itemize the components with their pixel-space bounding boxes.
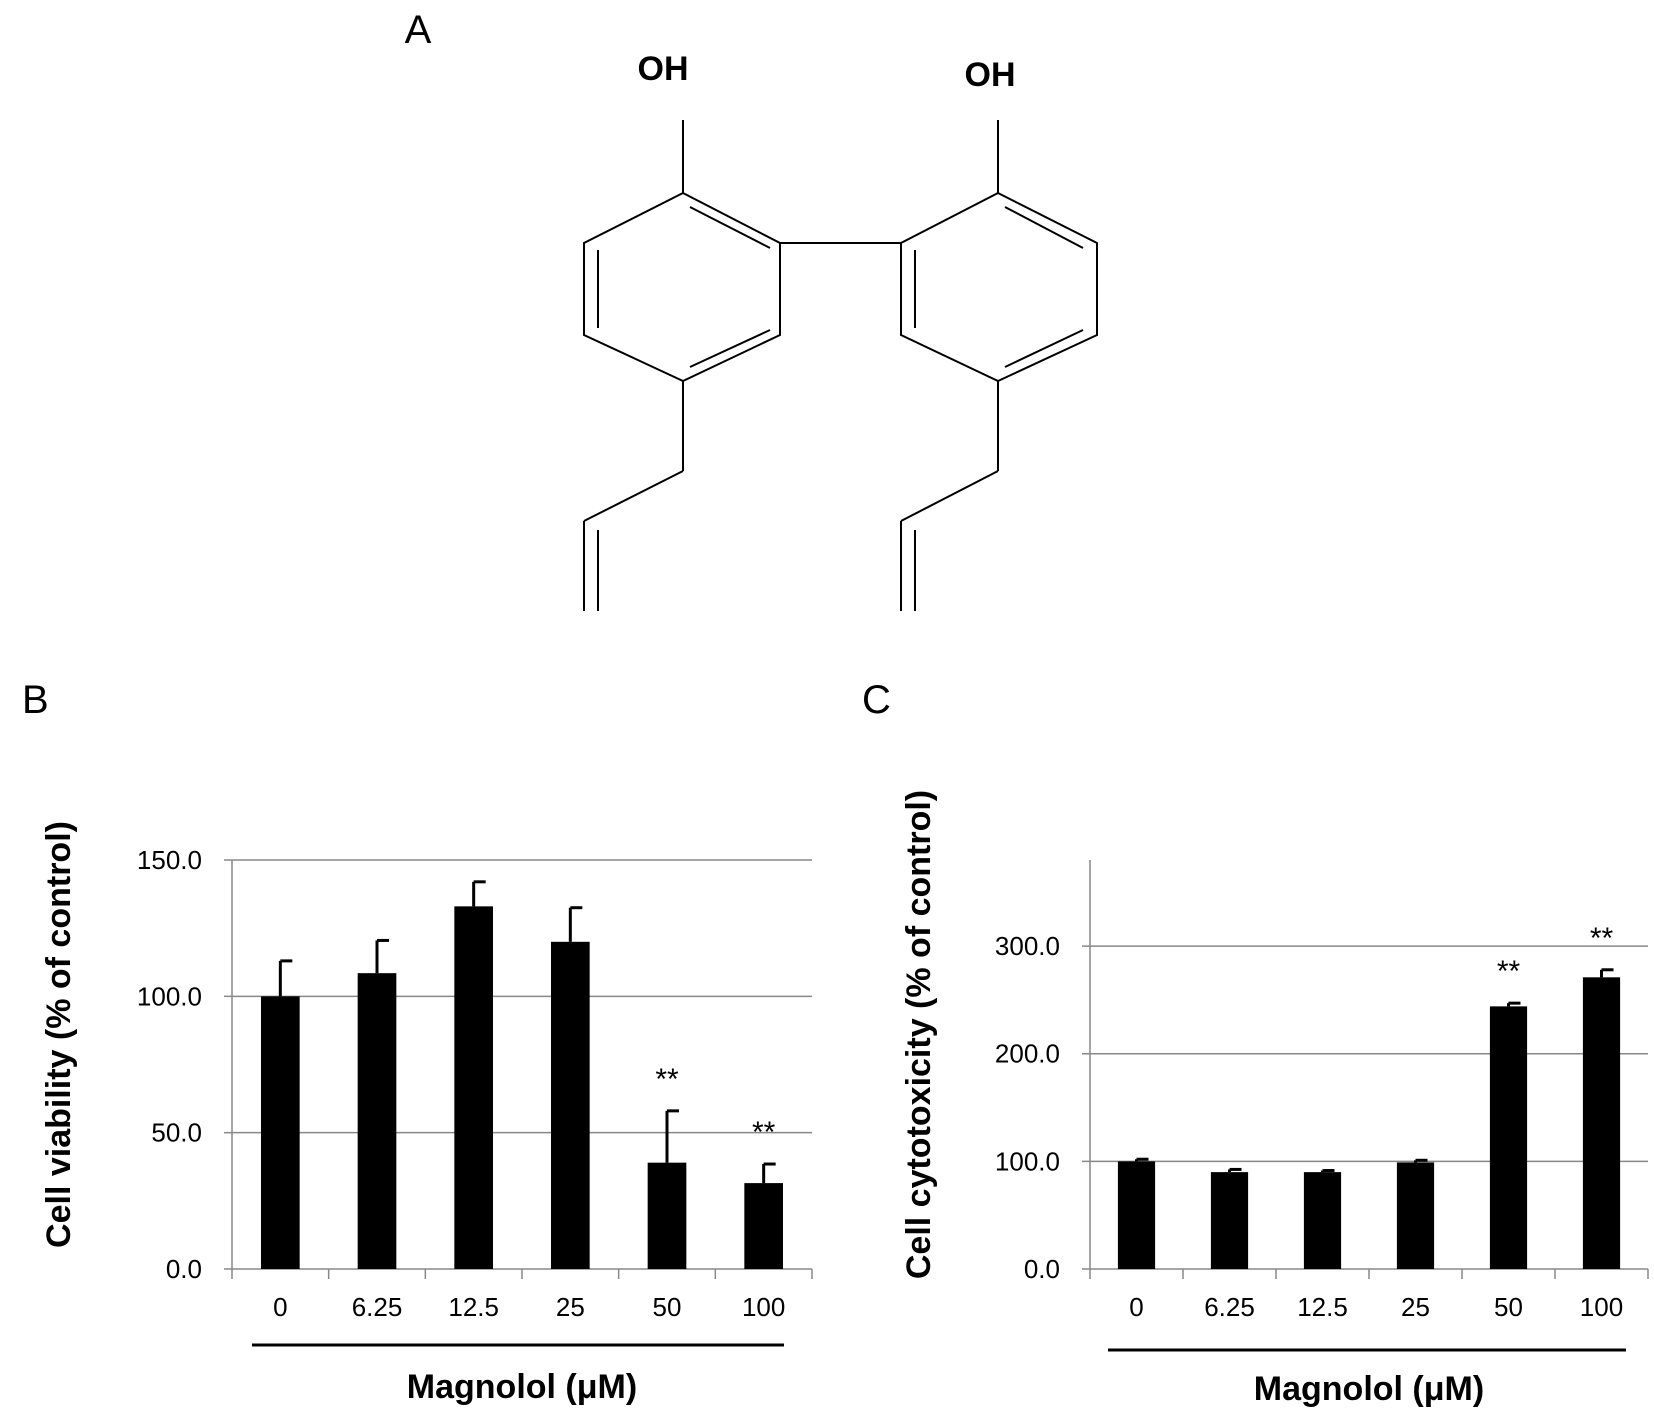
y-tick-label: 0.0 <box>166 1254 202 1284</box>
bar <box>261 996 300 1269</box>
y-tick-label: 200.0 <box>995 1039 1060 1069</box>
y-tick-label: 150.0 <box>137 845 202 875</box>
x-tick-label: 100 <box>742 1292 785 1322</box>
bar <box>1396 1162 1435 1269</box>
x-tick-label: 12.5 <box>1297 1292 1348 1322</box>
panel-c-chart: C 0.0 100.0 200.0 300.0 0 6.25 12.5 25 50 ** 100 **… <box>862 678 1649 1408</box>
bar <box>551 941 590 1269</box>
x-tick-label: 100 <box>1580 1292 1623 1322</box>
x-tick-label: 6.25 <box>352 1292 403 1322</box>
x-tick-label: 25 <box>1401 1292 1430 1322</box>
panel-letter-a: A <box>405 8 432 52</box>
bar <box>1117 1161 1156 1269</box>
y-tick-label: 100.0 <box>995 1146 1060 1176</box>
significance-label: ** <box>752 1116 776 1149</box>
y-tick-label: 50.0 <box>151 1118 202 1148</box>
y-tick-label: 100.0 <box>137 981 202 1011</box>
significance-label: ** <box>1590 922 1614 955</box>
panel-b-chart: B 0.0 50.0 100.0 150.0 0 6.25 12.5 25 50 ** 100 ** M… <box>22 678 813 1406</box>
x-tick-label: 0 <box>1129 1292 1143 1322</box>
x-axis-title: Magnolol (μM) <box>407 1368 637 1406</box>
significance-label: ** <box>655 1063 679 1096</box>
y-axis-title: Cell cytotoxicity (% of control) <box>900 790 938 1279</box>
hydroxyl-label-right: OH <box>965 56 1016 94</box>
x-axis-title: Magnolol (μM) <box>1254 1370 1484 1408</box>
bar <box>357 973 397 1269</box>
bar <box>1489 1006 1528 1269</box>
panel-a: A OH OH <box>405 8 1098 611</box>
y-tick-label: 300.0 <box>995 931 1060 961</box>
significance-label: ** <box>1497 955 1521 988</box>
bar <box>647 1162 687 1269</box>
x-tick-label: 25 <box>556 1292 585 1322</box>
bar <box>1582 977 1621 1269</box>
x-tick-label: 0 <box>273 1292 287 1322</box>
panel-letter-c: C <box>862 678 891 722</box>
y-tick-label: 0.0 <box>1024 1254 1060 1284</box>
bar <box>1303 1172 1342 1269</box>
y-axis-title: Cell viability (% of control) <box>40 821 78 1248</box>
bar <box>1210 1172 1249 1269</box>
panel-letter-b: B <box>22 678 49 722</box>
hydroxyl-label-left: OH <box>638 50 689 88</box>
magnolol-structure <box>583 120 1098 611</box>
bar <box>454 906 493 1269</box>
x-tick-label: 12.5 <box>448 1292 499 1322</box>
x-tick-label: 50 <box>1494 1292 1523 1322</box>
x-tick-label: 6.25 <box>1204 1292 1255 1322</box>
x-tick-label: 50 <box>653 1292 682 1322</box>
bar <box>744 1183 783 1269</box>
